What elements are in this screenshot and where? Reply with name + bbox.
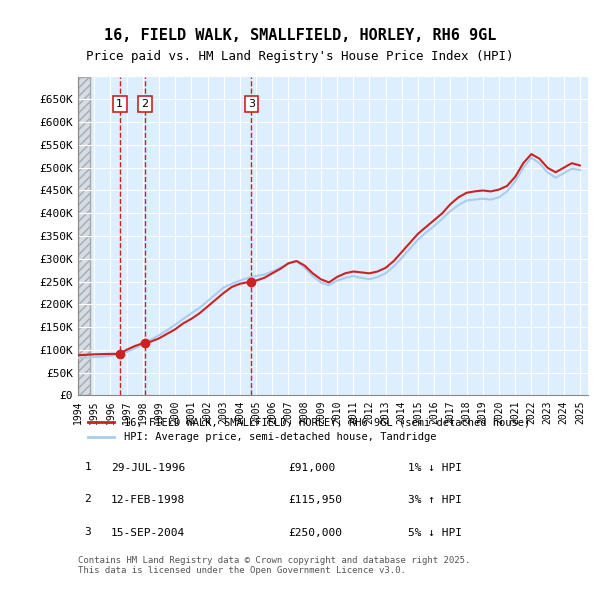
HPI: Average price, semi-detached house, Tandridge: (2.02e+03, 4.98e+05): Average price, semi-detached house, Tand… [568, 165, 575, 172]
Text: 15-SEP-2004: 15-SEP-2004 [111, 528, 185, 537]
Line: 16, FIELD WALK, SMALLFIELD, HORLEY, RH6 9GL (semi-detached house): 16, FIELD WALK, SMALLFIELD, HORLEY, RH6 … [78, 154, 580, 355]
Text: 3: 3 [248, 99, 255, 109]
16, FIELD WALK, SMALLFIELD, HORLEY, RH6 9GL (semi-detached house) [309, 270, 316, 277]
16, FIELD WALK, SMALLFIELD, HORLEY, RH6 9GL (semi-detached house) [568, 160, 575, 167]
Text: HPI: Average price, semi-detached house, Tandridge: HPI: Average price, semi-detached house,… [124, 432, 436, 442]
Text: Contains HM Land Registry data © Crown copyright and database right 2025.
This d: Contains HM Land Registry data © Crown c… [78, 556, 470, 575]
Text: 3% ↑ HPI: 3% ↑ HPI [408, 496, 462, 505]
Bar [78, 77, 90, 395]
16, FIELD WALK, SMALLFIELD, HORLEY, RH6 9GL (semi-detached house) [325, 279, 332, 286]
Text: 16, FIELD WALK, SMALLFIELD, HORLEY, RH6 9GL (semi-detached house): 16, FIELD WALK, SMALLFIELD, HORLEY, RH6 … [124, 417, 530, 427]
Text: 1% ↓ HPI: 1% ↓ HPI [408, 463, 462, 473]
Line: HPI: Average price, semi-detached house, Tandridge: HPI: Average price, semi-detached house,… [78, 158, 580, 358]
Text: 1: 1 [116, 99, 123, 109]
HPI: Average price, semi-detached house, Tandridge: (2e+03, 2.22e+05): Average price, semi-detached house, Tand… [212, 291, 219, 298]
Text: £115,950: £115,950 [288, 496, 342, 505]
Text: 3: 3 [85, 527, 91, 536]
Text: 5% ↓ HPI: 5% ↓ HPI [408, 528, 462, 537]
Text: 1: 1 [85, 462, 91, 471]
16, FIELD WALK, SMALLFIELD, HORLEY, RH6 9GL (semi-detached house) [212, 296, 219, 303]
HPI: Average price, semi-detached house, Tandridge: (2.02e+03, 3.58e+05): Average price, semi-detached house, Tand… [422, 229, 430, 236]
Text: 2: 2 [85, 494, 91, 504]
16, FIELD WALK, SMALLFIELD, HORLEY, RH6 9GL (semi-detached house) [528, 150, 535, 158]
HPI: Average price, semi-detached house, Tandridge: (2.01e+03, 2.42e+05): Average price, semi-detached house, Tand… [325, 281, 332, 289]
Text: 12-FEB-1998: 12-FEB-1998 [111, 496, 185, 505]
16, FIELD WALK, SMALLFIELD, HORLEY, RH6 9GL (semi-detached house) [577, 162, 584, 169]
Text: £250,000: £250,000 [288, 528, 342, 537]
HPI: Average price, semi-detached house, Tandridge: (2.02e+03, 4.95e+05): Average price, semi-detached house, Tand… [577, 166, 584, 173]
HPI: Average price, semi-detached house, Tandridge: (2.02e+03, 5.22e+05): Average price, semi-detached house, Tand… [528, 154, 535, 161]
HPI: Average price, semi-detached house, Tandridge: (2e+03, 2.45e+05): Average price, semi-detached house, Tand… [228, 280, 235, 287]
Text: £91,000: £91,000 [288, 463, 335, 473]
HPI: Average price, semi-detached house, Tandridge: (1.99e+03, 8.2e+04): Average price, semi-detached house, Tand… [74, 355, 82, 362]
Text: Price paid vs. HM Land Registry's House Price Index (HPI): Price paid vs. HM Land Registry's House … [86, 50, 514, 63]
Text: 2: 2 [141, 99, 148, 109]
Bar [78, 77, 90, 395]
16, FIELD WALK, SMALLFIELD, HORLEY, RH6 9GL (semi-detached house) [74, 352, 82, 359]
16, FIELD WALK, SMALLFIELD, HORLEY, RH6 9GL (semi-detached house) [228, 283, 235, 290]
16, FIELD WALK, SMALLFIELD, HORLEY, RH6 9GL (semi-detached house) [422, 224, 430, 231]
Text: 29-JUL-1996: 29-JUL-1996 [111, 463, 185, 473]
HPI: Average price, semi-detached house, Tandridge: (2.01e+03, 2.62e+05): Average price, semi-detached house, Tand… [309, 273, 316, 280]
Text: 16, FIELD WALK, SMALLFIELD, HORLEY, RH6 9GL: 16, FIELD WALK, SMALLFIELD, HORLEY, RH6 … [104, 28, 496, 43]
